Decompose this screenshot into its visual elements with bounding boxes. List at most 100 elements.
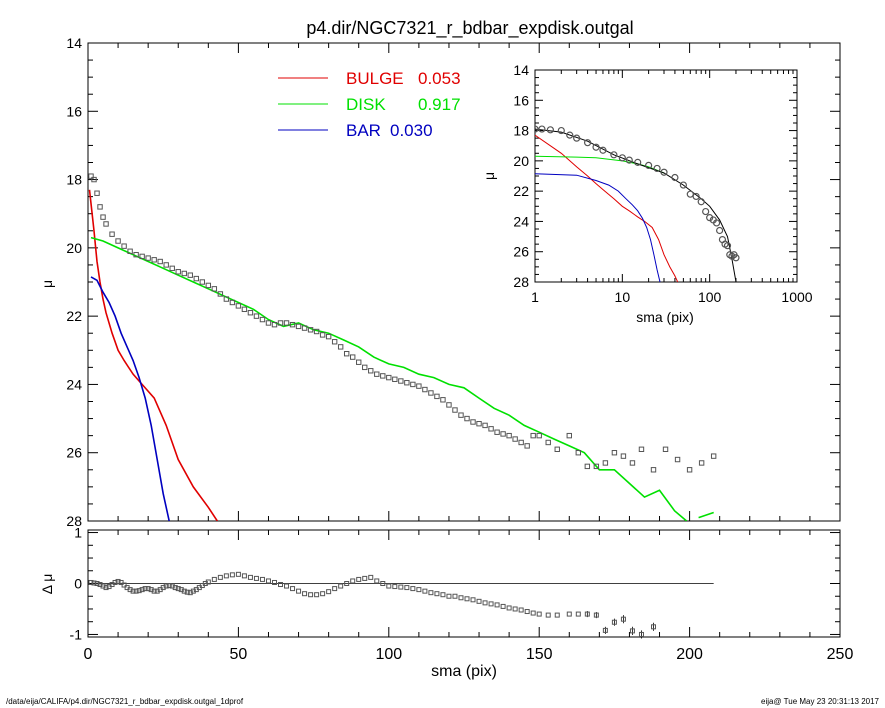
residual-point — [434, 591, 440, 597]
legend-label-bulge: BULGE — [346, 69, 404, 88]
data-point — [97, 204, 103, 210]
residual-point — [566, 611, 572, 617]
data-point — [458, 412, 464, 418]
residual-point — [350, 578, 356, 584]
data-point — [115, 238, 121, 244]
data-point — [500, 431, 506, 437]
data-point — [181, 270, 187, 277]
inset-data-point — [697, 198, 705, 206]
series-line-bulge — [88, 189, 218, 521]
data-point — [482, 422, 488, 429]
data-point — [199, 279, 206, 285]
data-point — [428, 390, 434, 396]
inset-data-point — [557, 126, 565, 135]
data-point — [301, 325, 308, 331]
data-point — [410, 381, 416, 388]
residual-point — [611, 619, 617, 625]
legend: BULGE 0.053 DISK 0.917 BAR 0.030 — [278, 69, 461, 140]
residual-point — [271, 579, 277, 585]
main-series — [88, 189, 714, 521]
residual-point — [512, 606, 518, 612]
inset-series-line-bar — [535, 173, 661, 282]
residual-point — [133, 588, 139, 594]
residual-point — [380, 581, 386, 586]
inset-axes: 14 16 18 20 22 24 26 281 10 100 1000 — [513, 62, 812, 305]
residual-x-tick-label: 0 — [84, 646, 93, 663]
inset-series-line-bulge — [535, 134, 679, 282]
residual-point — [629, 628, 635, 634]
residual-y-tick-label: 0 — [74, 576, 82, 592]
residual-point — [326, 589, 332, 595]
data-point — [313, 328, 320, 335]
residual-point — [386, 583, 392, 589]
data-point — [356, 359, 362, 365]
data-point — [575, 450, 582, 456]
inset-data-point — [660, 168, 668, 176]
data-point — [331, 339, 338, 345]
data-point — [545, 439, 551, 446]
residual-point — [374, 578, 380, 584]
inset-series-line-model — [535, 128, 737, 282]
residual-x-tick-label: 250 — [827, 646, 854, 663]
residual-point — [476, 598, 482, 604]
inset-data-point — [712, 219, 721, 227]
inset-data-point — [686, 190, 694, 198]
data-point — [163, 262, 169, 268]
residual-point — [440, 592, 446, 598]
inset-data-point — [634, 158, 642, 166]
residual-point — [181, 588, 187, 594]
data-point — [380, 373, 386, 379]
data-point — [121, 243, 127, 249]
inset-y-tick-label: 16 — [513, 92, 529, 108]
main-data-points — [88, 173, 717, 473]
residual-point — [593, 612, 599, 618]
data-point — [271, 321, 278, 328]
residual-point — [145, 586, 151, 592]
inset-y-tick-label: 20 — [513, 153, 529, 169]
data-point — [283, 320, 290, 326]
main-profile-plot: 14 16 18 20 22 24 26 28 μ BULGE 0.053 DISK 0.917 BA… — [39, 35, 841, 529]
data-point — [103, 221, 109, 227]
residual-point — [356, 576, 362, 582]
inset-y-tick-label: 26 — [513, 244, 529, 260]
main-axes: 14 16 18 20 22 24 26 28 — [66, 35, 841, 529]
data-point — [470, 419, 476, 425]
residual-point — [392, 584, 398, 590]
inset-y-tick-label: 18 — [513, 123, 529, 139]
inset-y-tick-label: 22 — [513, 183, 529, 199]
data-point — [374, 371, 380, 377]
data-point — [593, 463, 600, 470]
inset-x-tick-label: 10 — [615, 289, 631, 305]
inset-y-axis-label: μ — [481, 172, 497, 180]
data-point — [584, 463, 591, 470]
inset-x-tick-label: 100 — [698, 289, 722, 305]
residual-point — [223, 573, 229, 579]
residual-point — [314, 592, 320, 598]
data-point — [464, 415, 470, 422]
inset-data-point — [573, 134, 581, 142]
residual-point — [404, 585, 410, 591]
data-point — [100, 214, 106, 220]
inset-data-point — [692, 192, 700, 201]
data-point — [169, 265, 175, 272]
residual-point — [253, 575, 259, 581]
data-point — [235, 303, 242, 309]
data-point — [518, 439, 524, 446]
residual-point — [545, 612, 551, 618]
legend-label-disk: DISK — [346, 95, 386, 114]
residual-point — [362, 575, 368, 581]
data-point — [151, 257, 157, 263]
residual-point — [136, 588, 142, 594]
data-point — [265, 320, 272, 326]
residual-point — [506, 605, 512, 611]
residual-x-tick-label: 50 — [230, 646, 248, 663]
residual-point — [130, 588, 136, 594]
inset-data-point — [546, 126, 554, 134]
residual-point — [278, 582, 284, 588]
data-point — [392, 376, 398, 383]
residual-point — [651, 624, 657, 630]
main-y-axis-label: μ — [39, 280, 55, 288]
inset-y-tick-label: 14 — [513, 62, 529, 78]
